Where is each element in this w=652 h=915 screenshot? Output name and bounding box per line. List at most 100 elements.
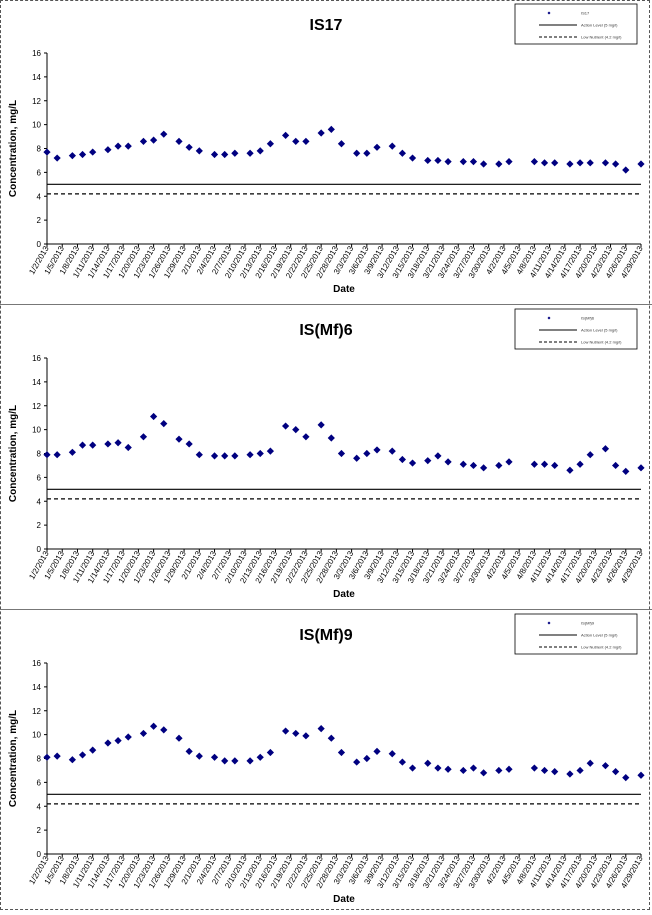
y-tick-label: 6	[37, 168, 42, 177]
data-point	[363, 754, 371, 763]
data-point	[246, 451, 254, 459]
data-point	[302, 433, 310, 441]
y-tick-label: 10	[32, 426, 41, 435]
data-point	[444, 765, 452, 773]
data-point	[282, 422, 290, 430]
data-point	[353, 149, 361, 157]
data-point	[78, 150, 87, 159]
data-point	[601, 762, 610, 770]
data-point	[53, 154, 61, 162]
y-tick-label: 8	[37, 145, 42, 154]
data-point	[398, 149, 406, 157]
data-point	[185, 747, 193, 755]
data-point	[424, 457, 432, 465]
data-point	[221, 452, 229, 460]
data-point	[78, 441, 87, 449]
legend-label: IS(Mf)6	[581, 316, 595, 321]
y-axis-label: Concentration, mg/L	[8, 710, 19, 807]
data-point	[210, 150, 219, 159]
data-point	[612, 768, 620, 776]
data-point	[195, 752, 203, 760]
legend-label: IS17	[581, 11, 590, 16]
legend-marker	[547, 11, 551, 15]
data-point	[124, 142, 132, 150]
data-point	[388, 142, 396, 150]
data-point	[221, 757, 229, 765]
data-point	[576, 159, 584, 167]
data-point	[210, 452, 219, 460]
data-point	[68, 152, 76, 160]
data-point	[160, 130, 168, 138]
data-point	[231, 452, 239, 460]
data-point	[317, 129, 325, 137]
data-point	[408, 764, 417, 772]
data-point	[612, 160, 620, 168]
chart-title: IS(Mf)9	[299, 627, 352, 644]
y-tick-label: 0	[37, 240, 42, 249]
data-point	[53, 752, 61, 760]
y-tick-label: 4	[37, 802, 42, 811]
data-point	[459, 460, 467, 468]
data-point	[601, 445, 610, 453]
y-axis-label: Concentration, mg/L	[8, 405, 19, 502]
data-point	[43, 753, 51, 761]
y-tick-label: 2	[37, 826, 42, 835]
y-tick-label: 14	[32, 73, 41, 82]
chart-panel-ismf6: IS(Mf)6 0 2 4 6 8 10 12 14 16 1/2/2013 1/5/2013 1/8/…	[0, 305, 652, 609]
data-point	[576, 460, 584, 468]
legend-label: Low Nutrient (4.2 mg/l)	[581, 340, 622, 345]
data-point	[601, 159, 610, 167]
data-point	[637, 464, 645, 472]
data-point	[114, 142, 122, 150]
data-point	[124, 443, 132, 452]
data-point	[150, 412, 158, 421]
data-point	[302, 137, 310, 145]
data-point	[175, 435, 183, 443]
data-point	[231, 757, 239, 765]
data-point	[327, 434, 335, 442]
y-tick-label: 6	[37, 778, 42, 787]
data-point	[221, 150, 229, 159]
data-point	[292, 426, 300, 434]
data-point	[505, 765, 513, 773]
data-point	[363, 149, 371, 157]
data-point	[337, 449, 346, 458]
data-point	[337, 140, 346, 148]
data-point	[566, 466, 574, 474]
data-point	[292, 137, 300, 145]
data-point	[495, 461, 503, 470]
data-point	[495, 766, 503, 775]
data-point	[256, 753, 264, 761]
data-point	[210, 753, 219, 761]
data-point	[444, 158, 452, 166]
data-point	[104, 146, 112, 154]
data-point	[175, 137, 183, 145]
data-point	[327, 125, 335, 133]
data-point	[195, 451, 203, 459]
panel-divider	[0, 609, 652, 610]
data-point	[266, 447, 274, 455]
data-point	[586, 451, 594, 459]
data-point	[327, 734, 335, 742]
data-point	[388, 750, 396, 758]
data-point	[124, 733, 132, 741]
data-point	[160, 726, 168, 734]
data-point	[246, 149, 254, 157]
data-point	[459, 158, 467, 166]
data-point	[540, 159, 549, 167]
data-point	[78, 751, 87, 759]
data-point	[540, 766, 549, 775]
y-tick-label: 4	[37, 192, 42, 201]
legend-label: Action Level (5 mg/l)	[581, 23, 618, 28]
data-point	[266, 140, 274, 148]
data-point	[302, 732, 310, 740]
data-point	[266, 748, 274, 757]
data-point	[337, 748, 346, 757]
data-point	[292, 729, 300, 738]
data-point	[566, 160, 574, 168]
data-point	[408, 154, 417, 162]
data-point	[530, 158, 538, 166]
legend-label: Action Level (5 mg/l)	[581, 633, 618, 638]
y-tick-label: 16	[32, 659, 41, 668]
data-point	[114, 439, 122, 447]
